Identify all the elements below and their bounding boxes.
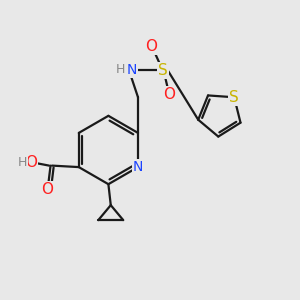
Text: O: O	[25, 155, 37, 170]
Text: N: N	[133, 160, 143, 174]
Text: H: H	[116, 63, 125, 76]
Text: S: S	[229, 90, 239, 105]
Text: H: H	[18, 155, 27, 169]
Text: O: O	[146, 39, 158, 54]
Text: S: S	[158, 63, 168, 78]
Text: N: N	[127, 63, 137, 76]
Text: O: O	[42, 182, 54, 197]
Text: O: O	[163, 87, 175, 102]
